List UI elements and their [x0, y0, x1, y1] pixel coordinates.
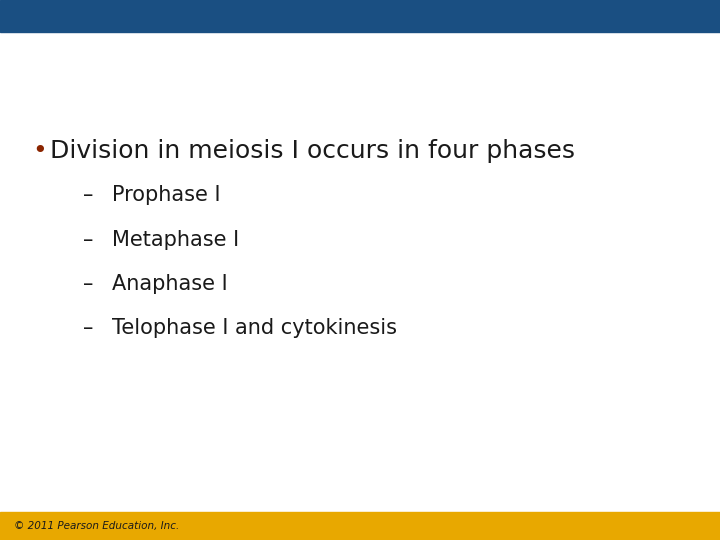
Text: Division in meiosis I occurs in four phases: Division in meiosis I occurs in four pha… [50, 139, 575, 163]
Text: Metaphase I: Metaphase I [112, 230, 239, 250]
Text: Telophase I and cytokinesis: Telophase I and cytokinesis [112, 318, 397, 339]
Text: Prophase I: Prophase I [112, 185, 220, 206]
Text: •: • [32, 139, 47, 163]
Text: © 2011 Pearson Education, Inc.: © 2011 Pearson Education, Inc. [14, 521, 180, 531]
Text: –: – [83, 185, 93, 206]
Bar [0, 512, 720, 540]
Text: –: – [83, 230, 93, 250]
Bar [0, 0, 720, 32]
Text: –: – [83, 318, 93, 339]
Text: –: – [83, 274, 93, 294]
Text: Anaphase I: Anaphase I [112, 274, 228, 294]
